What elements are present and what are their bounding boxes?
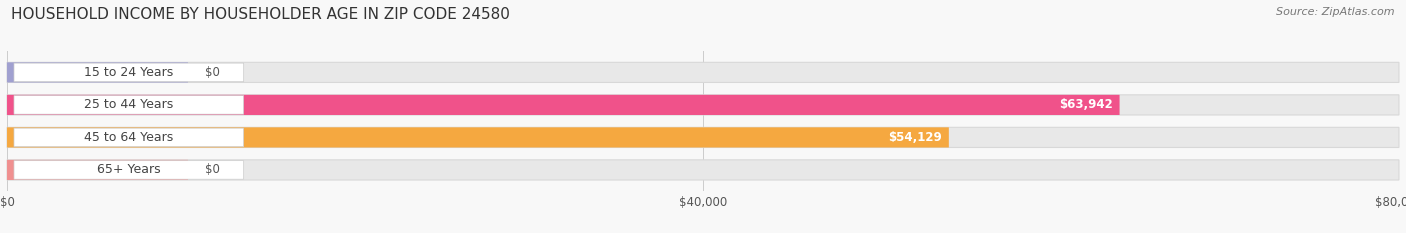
Text: $0: $0: [205, 66, 219, 79]
FancyBboxPatch shape: [7, 160, 188, 180]
FancyBboxPatch shape: [7, 62, 188, 82]
Text: 25 to 44 Years: 25 to 44 Years: [84, 98, 173, 111]
FancyBboxPatch shape: [7, 127, 949, 147]
FancyBboxPatch shape: [7, 95, 1119, 115]
Text: HOUSEHOLD INCOME BY HOUSEHOLDER AGE IN ZIP CODE 24580: HOUSEHOLD INCOME BY HOUSEHOLDER AGE IN Z…: [11, 7, 510, 22]
Text: 45 to 64 Years: 45 to 64 Years: [84, 131, 173, 144]
FancyBboxPatch shape: [14, 161, 243, 179]
Text: $0: $0: [205, 163, 219, 176]
FancyBboxPatch shape: [7, 62, 1399, 82]
FancyBboxPatch shape: [7, 127, 1399, 147]
Text: $63,942: $63,942: [1059, 98, 1112, 111]
Text: 65+ Years: 65+ Years: [97, 163, 160, 176]
FancyBboxPatch shape: [7, 95, 1399, 115]
Text: Source: ZipAtlas.com: Source: ZipAtlas.com: [1277, 7, 1395, 17]
Text: 15 to 24 Years: 15 to 24 Years: [84, 66, 173, 79]
Text: $54,129: $54,129: [889, 131, 942, 144]
FancyBboxPatch shape: [14, 96, 243, 114]
FancyBboxPatch shape: [7, 160, 1399, 180]
FancyBboxPatch shape: [14, 128, 243, 147]
FancyBboxPatch shape: [14, 63, 243, 82]
